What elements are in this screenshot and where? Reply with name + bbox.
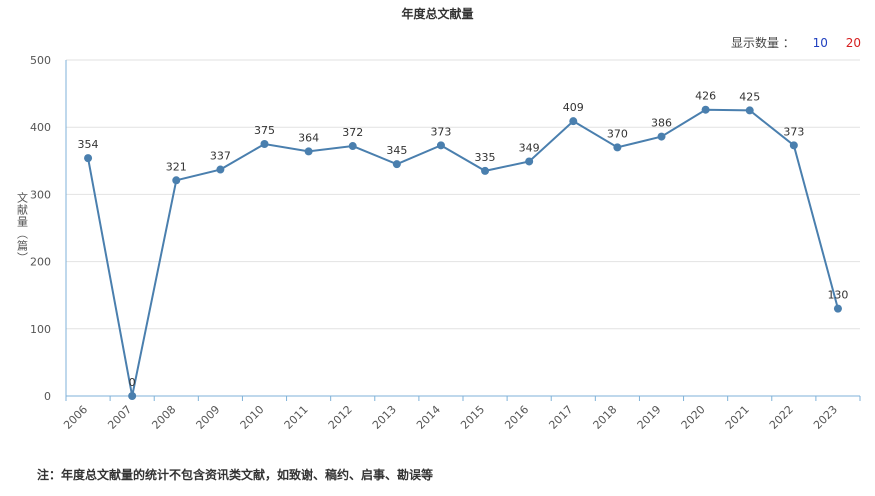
data-point bbox=[481, 166, 490, 175]
x-tick-label: 2013 bbox=[370, 403, 399, 432]
data-point bbox=[789, 141, 798, 150]
data-label: 372 bbox=[342, 126, 363, 139]
x-tick-label: 2022 bbox=[767, 403, 796, 432]
data-label: 409 bbox=[563, 101, 584, 114]
data-label: 364 bbox=[298, 131, 319, 144]
x-tick-label: 2023 bbox=[811, 403, 840, 432]
data-point bbox=[348, 142, 357, 151]
y-tick-label: 200 bbox=[30, 256, 51, 269]
data-point bbox=[436, 141, 445, 150]
x-tick-label: 2009 bbox=[194, 403, 223, 432]
x-tick-label: 2017 bbox=[546, 403, 575, 432]
data-point bbox=[657, 132, 666, 141]
display-count-control: 显示数量 ： 10 20 bbox=[731, 34, 861, 51]
data-label: 375 bbox=[254, 124, 275, 137]
data-label: 345 bbox=[386, 144, 407, 157]
data-label: 386 bbox=[651, 117, 672, 130]
footnote: 注：年度总文献量的统计不包含资讯类文献，如致谢、稿约、启事、勘误等 bbox=[37, 468, 434, 482]
x-tick-label: 2014 bbox=[414, 403, 443, 432]
data-label: 370 bbox=[607, 127, 628, 140]
display-count-10-option[interactable]: 10 bbox=[812, 36, 828, 50]
series-line bbox=[87, 108, 839, 397]
data-point bbox=[260, 140, 269, 148]
data-label: 373 bbox=[783, 125, 804, 138]
data-point bbox=[701, 105, 710, 114]
data-point bbox=[128, 392, 137, 400]
x-tick-label: 2016 bbox=[502, 403, 531, 432]
data-point bbox=[525, 157, 534, 166]
display-count-20-option[interactable]: 20 bbox=[845, 36, 861, 50]
y-tick-label: 0 bbox=[44, 390, 51, 403]
y-axis-title: 文献量（篇） bbox=[16, 191, 29, 264]
data-label: 349 bbox=[519, 141, 540, 154]
x-tick-label: 2010 bbox=[238, 403, 267, 432]
data-label: 321 bbox=[166, 160, 187, 173]
data-point bbox=[216, 165, 225, 174]
data-point bbox=[172, 176, 181, 185]
display-count-label: 显示数量 ： bbox=[730, 36, 795, 50]
data-label: 426 bbox=[695, 90, 716, 103]
data-label: 425 bbox=[739, 90, 760, 103]
data-label: 373 bbox=[430, 125, 451, 138]
y-tick-label: 100 bbox=[30, 323, 51, 336]
y-tick-label: 500 bbox=[30, 54, 51, 67]
data-point bbox=[745, 106, 754, 115]
x-tick-label: 2012 bbox=[326, 403, 355, 432]
data-point bbox=[833, 304, 842, 313]
x-tick-label: 2008 bbox=[149, 403, 178, 432]
data-label: 337 bbox=[210, 150, 231, 163]
data-label: 335 bbox=[475, 151, 496, 164]
line-chart: 0 100 200 300 400 500 2006 2007 2008 2009 2010 2011… bbox=[16, 54, 861, 432]
data-point bbox=[304, 147, 313, 156]
data-label: 354 bbox=[78, 138, 99, 151]
x-tick-label: 2019 bbox=[635, 403, 664, 432]
x-tick-label: 2015 bbox=[458, 403, 487, 432]
chart-title: 年度总文献量 bbox=[401, 7, 474, 21]
x-tick-label: 2021 bbox=[723, 403, 752, 432]
y-tick-label: 300 bbox=[30, 188, 51, 201]
data-point bbox=[613, 143, 622, 152]
x-tick-label: 2018 bbox=[591, 403, 620, 432]
data-point bbox=[392, 160, 401, 169]
x-tick-label: 2006 bbox=[61, 403, 90, 432]
x-tick-label: 2011 bbox=[282, 403, 311, 432]
data-point bbox=[569, 117, 578, 126]
x-tick-label: 2007 bbox=[105, 403, 134, 432]
data-label: 130 bbox=[827, 289, 848, 302]
x-tick-label: 2020 bbox=[679, 403, 708, 432]
data-label: 0 bbox=[129, 376, 136, 389]
data-point bbox=[84, 154, 93, 163]
y-tick-label: 400 bbox=[30, 121, 51, 134]
